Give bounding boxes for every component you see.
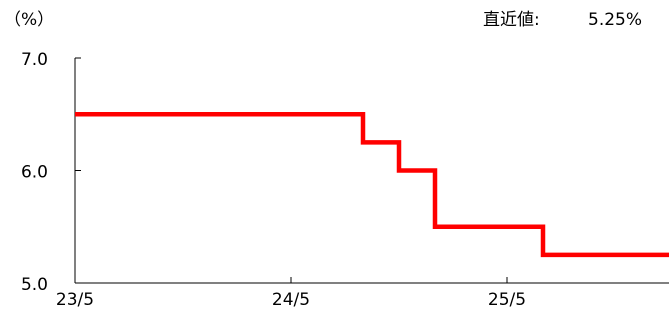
x-tick-label: 25/5 bbox=[488, 290, 526, 310]
y-axis: 7.0 6.0 5.0 bbox=[21, 50, 81, 295]
latest-value: 5.25% bbox=[588, 10, 642, 30]
y-tick-label: 7.0 bbox=[21, 50, 48, 70]
policy-rate-line bbox=[75, 112, 669, 258]
x-tick-label: 23/5 bbox=[56, 290, 94, 310]
series-group bbox=[75, 112, 669, 258]
latest-label: 直近値: bbox=[483, 10, 540, 30]
x-tick-label: 24/5 bbox=[272, 290, 310, 310]
y-tick-label: 5.0 bbox=[21, 275, 48, 295]
unit-label: （%） bbox=[4, 10, 54, 30]
y-tick-label: 6.0 bbox=[21, 163, 48, 183]
x-axis: 23/5 24/5 25/5 bbox=[56, 277, 669, 310]
